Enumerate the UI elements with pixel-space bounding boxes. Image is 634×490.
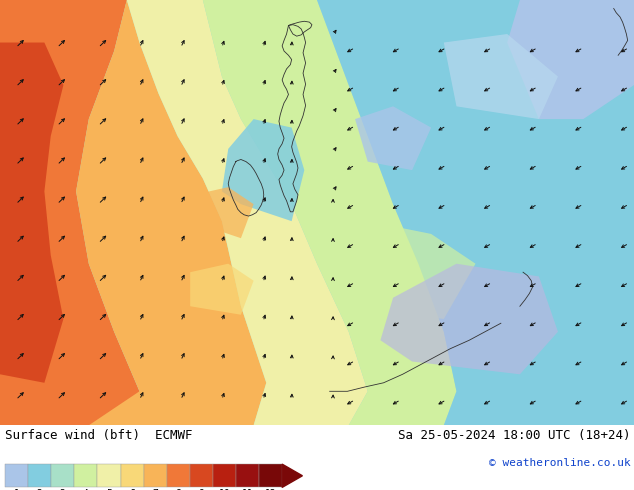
Bar <box>259 464 282 488</box>
Text: 10: 10 <box>219 489 230 490</box>
Polygon shape <box>444 34 558 119</box>
Polygon shape <box>0 43 63 383</box>
Polygon shape <box>507 0 634 119</box>
Polygon shape <box>76 0 266 425</box>
Text: 12: 12 <box>265 489 276 490</box>
Text: 4: 4 <box>83 489 89 490</box>
Text: 1: 1 <box>14 489 20 490</box>
Bar <box>236 464 259 488</box>
Bar <box>74 464 98 488</box>
Bar <box>190 464 213 488</box>
Text: 8: 8 <box>175 489 181 490</box>
Text: 2: 2 <box>37 489 42 490</box>
Bar <box>167 464 190 488</box>
Polygon shape <box>222 119 304 221</box>
Text: 9: 9 <box>198 489 204 490</box>
Polygon shape <box>355 106 431 170</box>
Text: 5: 5 <box>106 489 112 490</box>
Bar <box>213 464 236 488</box>
Polygon shape <box>127 0 368 425</box>
Polygon shape <box>190 187 254 238</box>
Bar <box>98 464 120 488</box>
Bar <box>120 464 143 488</box>
Bar <box>5 464 28 488</box>
Bar <box>51 464 74 488</box>
Text: Surface wind (bft)  ECMWF: Surface wind (bft) ECMWF <box>5 429 193 441</box>
Polygon shape <box>203 0 456 425</box>
Text: 6: 6 <box>129 489 135 490</box>
Text: 7: 7 <box>152 489 158 490</box>
Polygon shape <box>380 264 558 374</box>
Text: 11: 11 <box>242 489 254 490</box>
Polygon shape <box>282 464 302 488</box>
Polygon shape <box>190 264 254 315</box>
Polygon shape <box>0 0 139 425</box>
Text: Sa 25-05-2024 18:00 UTC (18+24): Sa 25-05-2024 18:00 UTC (18+24) <box>398 429 631 441</box>
Polygon shape <box>0 0 634 425</box>
Text: © weatheronline.co.uk: © weatheronline.co.uk <box>489 458 631 467</box>
Polygon shape <box>317 0 634 425</box>
Polygon shape <box>330 221 476 319</box>
Bar <box>28 464 51 488</box>
Bar <box>143 464 167 488</box>
Text: 3: 3 <box>60 489 66 490</box>
